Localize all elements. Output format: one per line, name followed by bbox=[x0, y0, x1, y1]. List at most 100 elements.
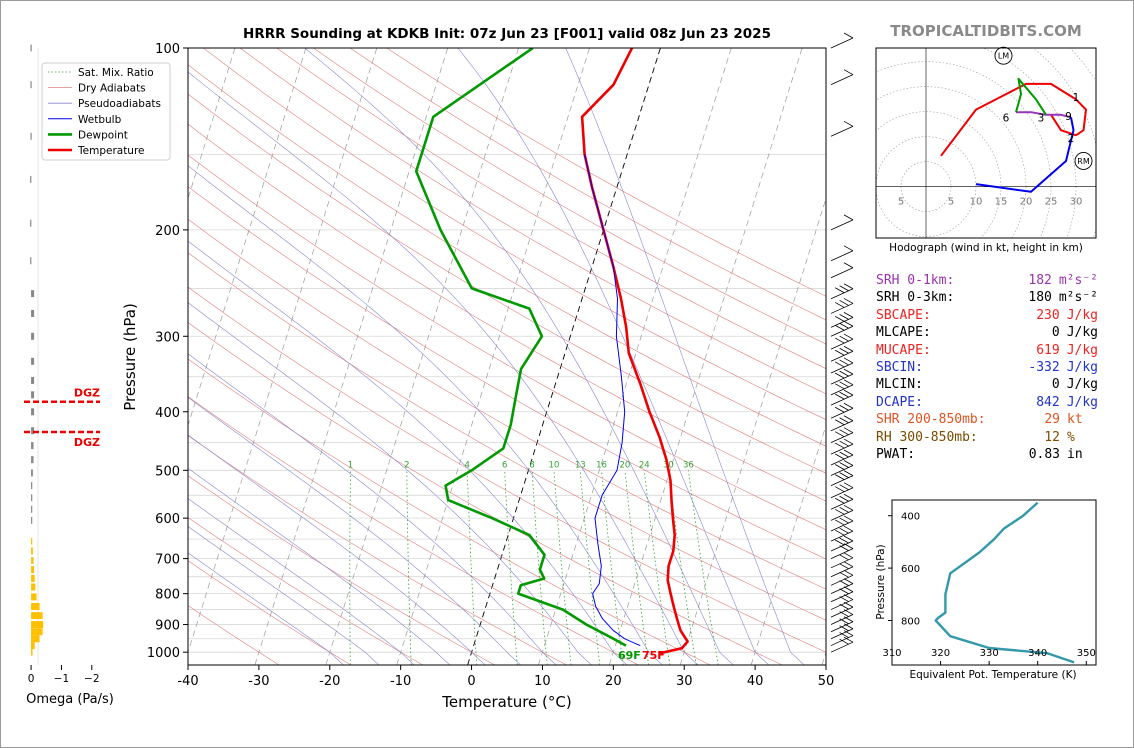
omega-bar bbox=[31, 593, 37, 601]
wind-barb bbox=[830, 460, 854, 476]
theta-e-frame bbox=[891, 499, 1097, 666]
dgz-label: DGZ bbox=[74, 436, 100, 449]
param-unit: kt bbox=[1067, 412, 1083, 428]
legend-label: Sat. Mix. Ratio bbox=[78, 67, 154, 79]
wind-barb bbox=[830, 427, 854, 444]
param-label: RH 300-850mb: bbox=[876, 429, 978, 445]
storm-motion-marker bbox=[994, 46, 1013, 65]
omega-bar bbox=[31, 505, 33, 513]
mixing-ratio-label: 6 bbox=[502, 460, 507, 470]
x-tick-label: -10 bbox=[390, 674, 411, 689]
legend-label: Wetbulb bbox=[78, 114, 122, 126]
mixing-ratio-line bbox=[504, 470, 518, 665]
wind-barb bbox=[830, 214, 854, 231]
wind-barb bbox=[830, 594, 854, 610]
param-label: DCAPE: bbox=[876, 394, 923, 410]
pseudoadiabat bbox=[188, 240, 628, 665]
omega-bar bbox=[31, 290, 35, 298]
hodograph-ring-label: 5 bbox=[948, 197, 954, 208]
y-tick-label: 700 bbox=[155, 553, 180, 568]
hodograph-ring-label: 15 bbox=[995, 197, 1008, 208]
wind-barb bbox=[830, 569, 854, 586]
omega-bar bbox=[31, 612, 43, 620]
skewt-background-lines bbox=[0, 48, 826, 665]
param-row: PWAT: 0.83 in bbox=[876, 446, 1098, 463]
skewt-panel: 1 2 4 6 8 10 13 16 20 24 30 36 -40 -30 -20 -10 0 10 20 30 4… bbox=[0, 32, 854, 711]
wind-barb bbox=[830, 312, 854, 328]
x-tick-label: 10 bbox=[534, 674, 551, 689]
param-unit: % bbox=[1067, 429, 1075, 445]
wind-barb bbox=[830, 623, 854, 640]
theta-e-x-tick-label: 330 bbox=[980, 648, 999, 659]
skewt-x-ticks: -40 -30 -20 -10 0 10 20 30 40 50 bbox=[177, 665, 834, 689]
theta-e-ticks: 310 320 330 340 350 400 600 800 bbox=[882, 512, 1096, 665]
legend-items: Sat. Mix. Ratio Dry Adiabats Pseudoadiabat… bbox=[48, 67, 161, 157]
param-value: 182 bbox=[1028, 273, 1052, 288]
pseudoadiabat bbox=[565, 48, 805, 665]
theta-e-y-label: Pressure (hPa) bbox=[875, 544, 887, 619]
wind-barb bbox=[830, 609, 854, 625]
dry-adiabat bbox=[188, 154, 826, 531]
param-label: SRH 0-1km: bbox=[876, 273, 955, 288]
param-unit: J/kg bbox=[1066, 342, 1098, 358]
omega-tick-label: −1 bbox=[54, 673, 69, 685]
mixing-ratio-line bbox=[531, 470, 548, 665]
mixing-ratio-line bbox=[349, 470, 351, 665]
dry-adiabat bbox=[188, 64, 826, 447]
parameter-table: SRH 0-1km: 182 m²s⁻² SRH 0-3km: 180 m²s⁻² SBCA… bbox=[876, 272, 1098, 463]
legend-label: Temperature bbox=[77, 145, 145, 157]
pseudoadiabat bbox=[188, 552, 344, 665]
storm-motion-label: RM bbox=[1077, 157, 1090, 166]
mixing-ratio-line bbox=[553, 470, 572, 665]
omega-bar bbox=[31, 547, 33, 555]
param-label: MUCAPE: bbox=[876, 342, 931, 358]
omega-bar bbox=[31, 494, 33, 502]
isotherm bbox=[254, 48, 449, 665]
param-row: MLCIN: 0 J/kg bbox=[876, 376, 1098, 393]
omega-bar bbox=[31, 427, 35, 435]
wind-barb bbox=[830, 482, 854, 499]
omega-bar bbox=[31, 376, 35, 384]
wind-barb bbox=[830, 320, 854, 337]
wind-barb bbox=[830, 515, 854, 532]
omega-bar bbox=[30, 81, 32, 89]
hodograph-height-label: 9 bbox=[1065, 111, 1072, 123]
param-label: PWAT: bbox=[876, 447, 916, 463]
wind-barb bbox=[830, 298, 854, 314]
legend-label: Pseudoadiabats bbox=[78, 98, 161, 110]
param-label: SBCIN: bbox=[876, 360, 923, 376]
pseudoadiabat bbox=[188, 302, 592, 665]
isotherm bbox=[0, 48, 22, 665]
mixing-ratio-label: 24 bbox=[639, 460, 650, 470]
wind-barb bbox=[830, 357, 854, 374]
param-row: SRH 0-1km: 182 m²s⁻² bbox=[876, 272, 1098, 289]
x-tick-label: 50 bbox=[818, 674, 835, 689]
mixing-ratio-line bbox=[466, 470, 478, 665]
legend-label: Dewpoint bbox=[78, 129, 128, 141]
param-row: SBCIN: -332 J/kg bbox=[876, 359, 1098, 376]
dgz-lines: DGZ DGZ bbox=[24, 387, 100, 449]
dry-adiabat bbox=[313, 48, 826, 345]
wind-barb bbox=[830, 438, 854, 455]
param-label: MLCIN: bbox=[876, 377, 923, 393]
wind-barb bbox=[830, 32, 854, 49]
hodograph-ring-label: 25 bbox=[1045, 197, 1058, 208]
wind-barb bbox=[830, 535, 854, 552]
mixing-ratio-label: 10 bbox=[549, 460, 560, 470]
param-unit: J/kg bbox=[1066, 377, 1098, 393]
mixing-ratio-line bbox=[579, 470, 601, 665]
legend: Sat. Mix. Ratio Dry Adiabats Pseudoadiabat… bbox=[41, 62, 171, 161]
wind-barb bbox=[830, 345, 854, 362]
dry-adiabat bbox=[188, 93, 826, 474]
omega-bar bbox=[30, 44, 32, 52]
theta-e-x-tick-label: 340 bbox=[1028, 648, 1047, 659]
omega-bar bbox=[31, 357, 35, 365]
dgz-label: DGZ bbox=[74, 387, 100, 400]
dry-adiabat bbox=[203, 48, 826, 420]
dry-adiabat bbox=[188, 560, 352, 665]
dry-adiabat bbox=[188, 605, 280, 665]
brand-watermark: TROPICALTIDBITS.COM bbox=[890, 22, 1082, 40]
mixing-ratio-label: 13 bbox=[575, 460, 586, 470]
pseudoadiabat bbox=[188, 396, 521, 665]
